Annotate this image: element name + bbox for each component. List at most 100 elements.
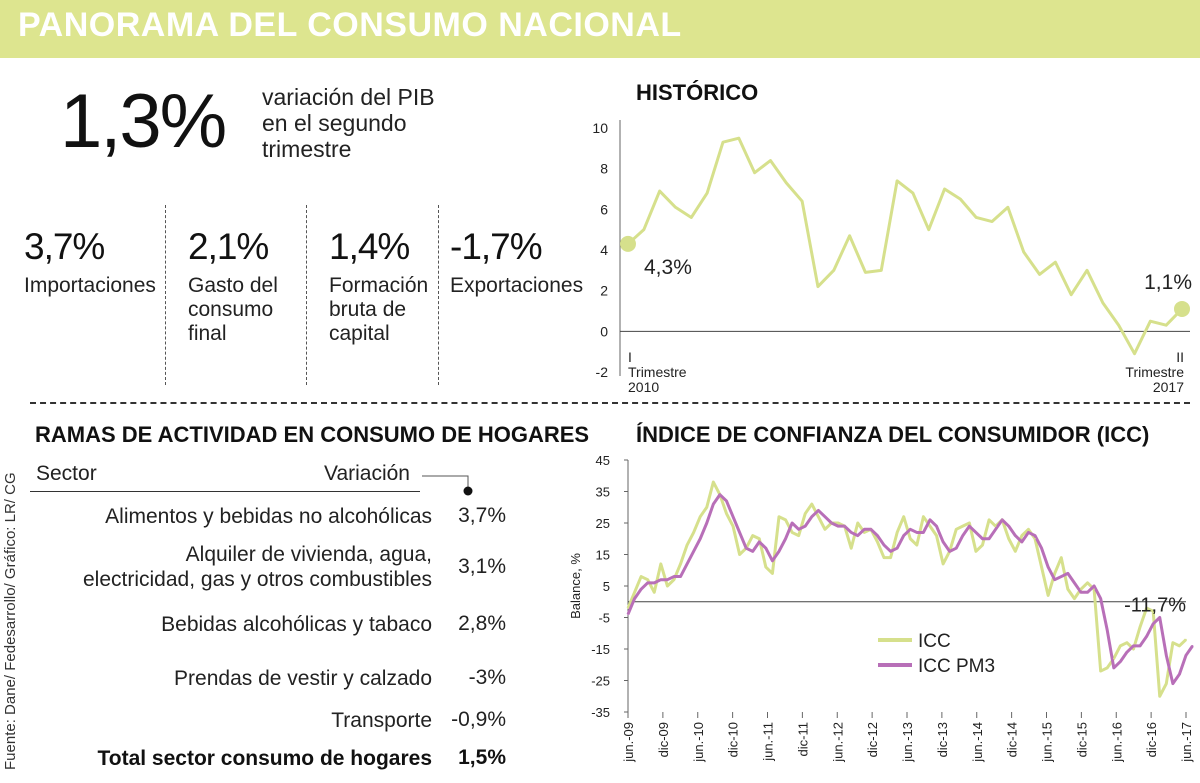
data-point [791, 531, 793, 534]
historico-title: HISTÓRICO [636, 80, 759, 105]
data-point [725, 500, 728, 502]
data-point [721, 141, 725, 144]
data-point [640, 575, 642, 578]
data-point [738, 531, 741, 534]
y-tick-label: 6 [600, 201, 608, 217]
data-point [1014, 534, 1017, 537]
data-point [771, 572, 774, 575]
data-point [1047, 594, 1049, 597]
row-value: 2,8% [458, 612, 506, 635]
data-point [653, 591, 656, 594]
data-point [758, 541, 761, 543]
stat-label: Importaciones [24, 274, 156, 297]
data-point [1158, 616, 1161, 619]
data-point [1185, 638, 1187, 641]
data-point [784, 519, 787, 521]
data-point [686, 544, 688, 546]
data-point [1053, 578, 1056, 581]
pib-description: variación del PIB en el segundo trimestr… [262, 84, 462, 162]
data-point [856, 534, 859, 537]
y-tick-label: 4 [600, 242, 608, 258]
data-point [1165, 654, 1168, 657]
data-point [765, 566, 767, 568]
row-value: -3% [468, 666, 506, 689]
stat-importaciones: 3,7% Importaciones [24, 226, 156, 298]
data-point [1106, 667, 1109, 669]
data-point [843, 525, 846, 527]
data-point [674, 206, 677, 209]
data-point [850, 547, 852, 549]
data-point [660, 563, 662, 565]
data-point [968, 525, 971, 527]
data-point [994, 525, 997, 527]
data-point [889, 550, 892, 553]
data-point [889, 556, 892, 559]
row-value: -0,9% [451, 708, 506, 731]
data-point [690, 216, 693, 219]
data-point [653, 582, 656, 584]
y-tick-label: -2 [596, 364, 609, 380]
stat-label: Formación bruta de capital [329, 274, 428, 346]
data-point [876, 534, 879, 537]
data-point [791, 522, 793, 524]
data-point [1191, 645, 1194, 647]
data-point [981, 537, 984, 540]
data-point [719, 493, 721, 496]
x-end-marker: II [1176, 349, 1184, 365]
data-point [962, 525, 964, 527]
stat-value: 2,1% [188, 226, 269, 267]
header-banner [0, 0, 1200, 58]
data-point [1101, 301, 1105, 305]
data-point [679, 563, 682, 565]
data-point [916, 544, 918, 546]
x-start-label: Trimestre [628, 364, 687, 380]
row-value: 3,1% [458, 555, 506, 578]
data-point [943, 187, 946, 191]
data-point [817, 509, 820, 512]
data-point [1027, 528, 1030, 531]
x-tick-label: jun.-15 [1040, 722, 1055, 763]
data-point [935, 534, 938, 537]
data-point [1073, 582, 1076, 584]
data-point [955, 528, 958, 531]
page-title: PANORAMA DEL CONSUMO NACIONAL [18, 6, 682, 44]
data-point [929, 525, 931, 527]
data-point [1021, 534, 1023, 537]
stat-gasto-consumo: 2,1% Gasto del consumo final [188, 226, 278, 346]
data-point [1132, 648, 1135, 650]
data-point [1027, 531, 1030, 534]
data-point [1080, 588, 1082, 590]
series-line-pib [626, 136, 1184, 356]
x-start-year: 2010 [628, 379, 659, 395]
row-sector-line: electricidad, gas y otros combustibles [83, 568, 432, 591]
data-point [712, 503, 715, 505]
stat-divider [438, 205, 439, 385]
ramas-title: RAMAS DE ACTIVIDAD EN CONSUMO DE HOGARES [35, 422, 590, 447]
data-point [666, 578, 669, 581]
data-point [1133, 352, 1136, 355]
data-point [1006, 206, 1010, 209]
end-point-marker [1174, 300, 1190, 317]
x-tick-label: dic-15 [1074, 722, 1089, 757]
data-point [816, 285, 820, 288]
icc-chart: 45 35 25 15 5 -5 -15 -25 -35 Balance, % jun.-09 dic… [568, 453, 1194, 763]
data-point [935, 525, 938, 527]
data-point [804, 525, 807, 527]
data-point [784, 537, 787, 540]
data-point [896, 547, 898, 549]
data-point [896, 531, 898, 534]
data-point [832, 269, 835, 272]
start-point-marker [620, 235, 636, 252]
data-point [1165, 682, 1168, 685]
header-connector [422, 475, 473, 496]
data-point [699, 537, 702, 540]
data-point [1054, 261, 1057, 264]
data-point [642, 228, 646, 231]
data-point [1080, 591, 1082, 594]
y-tick-label: 10 [592, 120, 608, 136]
data-point [673, 575, 675, 578]
data-point [1047, 566, 1049, 568]
data-point [1001, 519, 1003, 521]
data-point [1139, 626, 1141, 628]
pib-desc-line: trimestre [262, 136, 352, 162]
